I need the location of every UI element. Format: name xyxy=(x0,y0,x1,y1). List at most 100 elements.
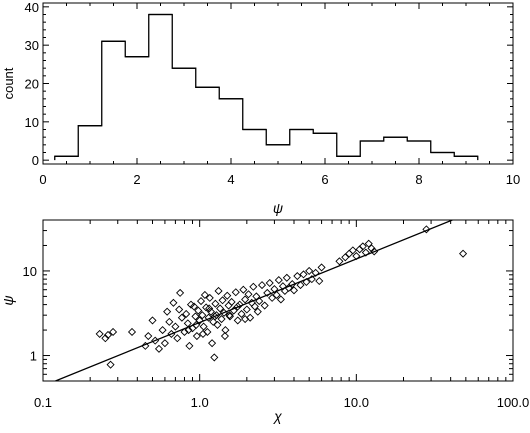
histogram-y-tick-label: 40 xyxy=(25,0,39,15)
scatter-point xyxy=(224,301,233,310)
scatter-point xyxy=(305,266,314,275)
scatter-x-tick-label: 0.1 xyxy=(34,395,52,410)
scatter-point xyxy=(263,288,272,297)
scatter-point xyxy=(177,313,186,322)
scatter-panel: 0.1 1.0 10.0 100.0 1 10 χ ψ xyxy=(0,219,530,424)
scatter-point xyxy=(257,281,267,290)
scatter-point xyxy=(241,295,250,304)
scatter-point xyxy=(233,302,242,311)
scatter-point xyxy=(335,257,344,266)
scatter-point xyxy=(289,286,299,295)
scatter-point xyxy=(175,305,184,314)
scatter-point xyxy=(307,275,316,284)
scatter-point xyxy=(206,307,215,316)
scatter-point xyxy=(249,282,258,291)
scatter-point xyxy=(171,322,180,331)
scatter-point xyxy=(106,360,115,369)
scatter-point xyxy=(315,276,324,286)
scatter-point xyxy=(182,309,191,319)
scatter-point xyxy=(252,292,261,301)
scatter-point xyxy=(210,353,219,362)
scatter-y-tick-label: 1 xyxy=(30,349,37,364)
scatter-point xyxy=(370,247,379,256)
histogram-y-axis-label: count xyxy=(1,67,16,99)
scatter-point xyxy=(191,312,200,321)
scatter-x-tick-label: 100.0 xyxy=(497,395,530,410)
histogram-y-tick-label: 0 xyxy=(32,153,39,168)
scatter-point xyxy=(154,344,164,353)
scatter-x-tick-label: 1.0 xyxy=(191,395,209,410)
scatter-point xyxy=(160,339,169,348)
scatter-plot-frame xyxy=(42,219,514,382)
histogram-x-tick-label: 10 xyxy=(506,172,520,187)
scatter-point xyxy=(270,285,279,294)
scatter-point xyxy=(101,334,110,343)
histogram-x-tick-label: 0 xyxy=(39,172,46,187)
scatter-point xyxy=(220,332,229,341)
scatter-point xyxy=(229,306,238,315)
scatter-point xyxy=(239,285,248,294)
scatter-point xyxy=(253,307,262,316)
scatter-point xyxy=(296,281,305,290)
scatter-point xyxy=(299,270,308,279)
scatter-point xyxy=(223,291,232,300)
scatter-point xyxy=(352,252,361,261)
scatter-point xyxy=(358,242,367,251)
scatter-point xyxy=(282,273,291,282)
scatter-point xyxy=(244,290,253,299)
histogram-y-tick-label: 30 xyxy=(25,38,39,53)
scatter-point xyxy=(288,280,297,289)
scatter-point xyxy=(165,317,174,326)
scatter-point xyxy=(195,316,204,325)
scatter-point xyxy=(459,249,468,258)
scatter-point xyxy=(141,341,150,350)
histogram-plot-frame xyxy=(42,2,514,165)
scatter-point xyxy=(210,312,219,321)
scatter-point xyxy=(167,329,176,338)
histogram-x-tick-label: 6 xyxy=(321,172,328,187)
scatter-point xyxy=(203,327,212,336)
scatter-y-axis-label: ψ xyxy=(0,295,16,305)
scatter-point xyxy=(293,272,302,281)
scatter-point xyxy=(355,245,364,254)
scatter-point xyxy=(192,332,201,341)
scatter-point xyxy=(163,307,172,316)
scatter-point xyxy=(341,253,350,262)
scatter-point xyxy=(221,326,230,335)
scatter-point xyxy=(219,308,229,317)
scatter-point xyxy=(184,326,193,335)
scatter-point xyxy=(189,302,199,311)
scatter-point xyxy=(246,313,255,322)
scatter-point xyxy=(255,297,264,306)
scatter-point xyxy=(227,297,236,306)
scatter-point xyxy=(127,327,137,336)
scatter-point xyxy=(348,246,357,255)
histogram-panel: 0 2 4 6 8 10 0 10 20 30 40 ψ count xyxy=(1,0,520,216)
scatter-point xyxy=(213,320,222,329)
scatter-point xyxy=(151,336,160,345)
scatter-point xyxy=(233,316,242,325)
scatter-point xyxy=(274,276,283,285)
histogram-x-tick-label: 2 xyxy=(133,172,140,187)
scatter-point xyxy=(180,327,189,336)
scatter-point xyxy=(302,277,311,287)
scatter-point xyxy=(272,290,281,299)
scatter-point xyxy=(204,313,213,322)
scatter-point xyxy=(103,330,113,340)
scatter-point xyxy=(209,317,218,326)
scatter-point xyxy=(218,296,227,305)
scatter-point xyxy=(199,322,208,331)
scatter-point xyxy=(250,302,259,311)
scatter-point xyxy=(192,320,201,329)
scatter-point xyxy=(268,293,277,302)
scatter-point xyxy=(169,298,178,307)
histogram-x-tick-label: 4 xyxy=(227,172,234,187)
scatter-point xyxy=(241,315,250,324)
scatter-point xyxy=(185,341,194,350)
scatter-point xyxy=(109,327,118,336)
histogram-y-tick-label: 10 xyxy=(25,115,39,130)
scatter-point xyxy=(198,311,207,320)
scatter-point xyxy=(95,329,104,338)
scatter-point xyxy=(183,319,192,328)
